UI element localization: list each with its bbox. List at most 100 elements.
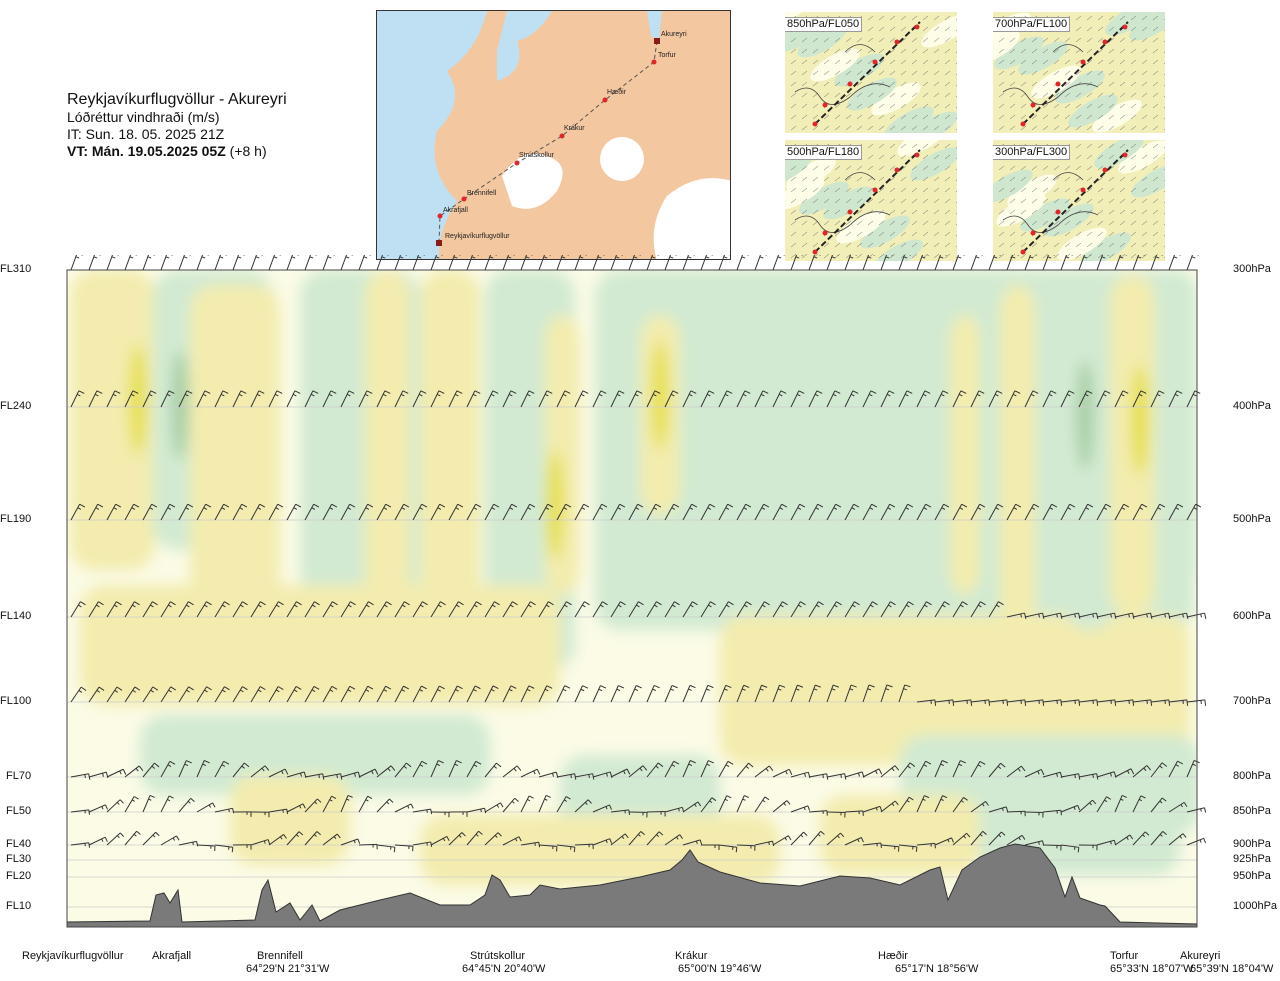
level-map-barb (1141, 209, 1148, 215)
route-map: Akureyri Torfur Hæðir Krákur Strútskollur Bre… (376, 10, 731, 260)
route-map-svg: Akureyri Torfur Hæðir Krákur Strútskollur Bre… (377, 11, 730, 259)
level-map-barb (1163, 190, 1165, 193)
level-map-barb (998, 81, 1005, 87)
level-map-barb (1075, 198, 1082, 204)
level-map-barb (1042, 253, 1049, 259)
level-map-barb (889, 220, 896, 226)
level-map-barb (1086, 220, 1093, 226)
level-map-barb (933, 220, 940, 226)
level-map-barb (1053, 125, 1060, 131)
level-map-barb (1130, 81, 1137, 87)
wind-barb (484, 255, 497, 271)
level-map-barb (845, 92, 852, 98)
level-map-barb (1108, 143, 1115, 149)
level-map-barb (1108, 198, 1115, 204)
level-map-waypoint (812, 121, 818, 127)
wind-barb (844, 837, 864, 846)
level-map-waypoint (1020, 121, 1026, 127)
wind-barb (394, 762, 412, 778)
level-map-barb (1064, 103, 1071, 109)
level-map-barb (834, 242, 841, 248)
pressure-tick: 300hPa (1233, 263, 1271, 275)
level-map-barb (933, 81, 940, 87)
level-map-barb (1108, 154, 1115, 160)
level-map-barb (801, 103, 808, 109)
wind-barb (1096, 390, 1111, 408)
wind-barb (286, 255, 299, 271)
flight-level-tick: FL70 (6, 770, 32, 782)
wind-barb (466, 807, 487, 814)
level-map-barb (1163, 95, 1165, 98)
wind-barb (754, 390, 769, 408)
level-map-barb (1053, 187, 1060, 193)
level-map-barb (922, 198, 929, 204)
level-map-barb (1130, 209, 1137, 215)
wind-barb (1060, 612, 1081, 620)
wind-barb (250, 390, 265, 408)
level-map-barb (1097, 26, 1104, 32)
wind-barb (736, 503, 752, 521)
wind-barb (394, 390, 409, 408)
level-map-barb (823, 165, 830, 171)
level-map-500-svg (785, 140, 957, 261)
wind-barb (430, 685, 445, 703)
wind-barb (1132, 795, 1146, 813)
level-map-barb (856, 187, 863, 193)
wind-barb (808, 503, 824, 521)
field-region (1000, 285, 1035, 645)
level-map-barb (955, 18, 957, 21)
level-map-barb (1152, 59, 1159, 65)
level-map-barb (1020, 59, 1027, 65)
wind-barb (1042, 255, 1055, 271)
level-map-barb (1119, 187, 1126, 193)
level-map-barb (1064, 220, 1071, 226)
wind-barb (394, 255, 407, 271)
wind-barb (844, 255, 857, 271)
wind-barb (772, 503, 788, 521)
level-map-barb (998, 231, 1005, 237)
wind-barb (304, 503, 320, 521)
wind-barb (880, 255, 893, 271)
level-map-barb (911, 81, 918, 87)
level-map-barb (1130, 198, 1137, 204)
level-map-barb (1141, 81, 1148, 87)
level-map-barb (933, 209, 940, 215)
level-map-barb (1086, 231, 1093, 237)
level-map-barb (911, 114, 918, 120)
wind-barb (88, 804, 108, 813)
level-map-barb (1141, 59, 1148, 65)
wind-barb (790, 255, 803, 271)
wind-barb (358, 390, 373, 408)
level-map-barb (878, 231, 885, 237)
pressure-tick: 900hPa (1233, 838, 1271, 850)
level-map-barb (1119, 81, 1126, 87)
wind-barb (862, 768, 883, 778)
wind-barb (934, 390, 949, 408)
wind-barb (1168, 833, 1187, 846)
wind-barb (142, 601, 158, 618)
wind-barb (232, 686, 248, 703)
level-map-patch (834, 53, 884, 87)
level-map-barb (878, 37, 885, 43)
level-map-barb (998, 242, 1005, 248)
level-map-barb (1075, 37, 1082, 43)
wind-barb (754, 255, 767, 271)
level-map-barb (1152, 187, 1159, 193)
level-map-patch (1129, 12, 1165, 41)
level-map-barb (889, 242, 896, 248)
wind-barb (178, 601, 194, 618)
wind-barb (538, 390, 553, 408)
level-map-barb (922, 143, 929, 149)
level-map-barb (1020, 103, 1027, 109)
level-map-barb (1097, 92, 1104, 98)
wind-barb (1114, 795, 1127, 813)
level-map-barb (823, 187, 830, 193)
level-map-barb (933, 125, 940, 131)
level-map-barb (955, 40, 957, 43)
level-map-barb (1075, 114, 1082, 120)
wind-barb (178, 390, 193, 408)
wind-barb (952, 390, 967, 408)
level-map-barb (911, 70, 918, 76)
level-map-barb (823, 253, 830, 259)
wind-barb (1168, 503, 1184, 521)
